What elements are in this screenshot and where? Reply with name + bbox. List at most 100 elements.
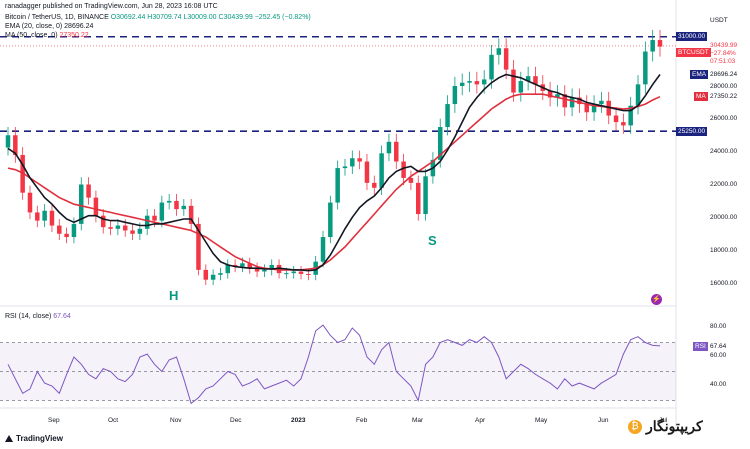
lightning-icon[interactable]: ⚡ (651, 294, 662, 305)
candle (372, 182, 377, 188)
ma-legend: MA (50, close, 0) 27350.22 (5, 31, 89, 40)
candle (13, 135, 18, 155)
time-label-oct: Oct (108, 417, 119, 424)
candle (437, 127, 443, 160)
ohlc-values: O30692.44 H30709.74 L30009.00 C30439.99 … (110, 14, 311, 21)
candle (42, 210, 47, 221)
ma-axis-tag: MA (694, 92, 708, 101)
candle (174, 200, 179, 210)
candle (416, 182, 421, 215)
time-label-dec: Dec (230, 417, 242, 424)
candle (144, 215, 150, 229)
ema-20-line (7, 73, 661, 272)
shoulder-annotation: S (428, 233, 437, 248)
candle (276, 264, 282, 274)
ma-axis-value: 27350.22 (710, 93, 738, 100)
candle (284, 273, 289, 275)
candle (481, 79, 487, 85)
tradingview-logo-text: TradingView (16, 434, 63, 443)
candle (577, 97, 582, 105)
last-price-value: 30439.99 (710, 42, 738, 49)
candle (394, 141, 399, 162)
rsi-legend: RSI (14, close) 67.64 (5, 312, 71, 321)
candle (108, 227, 113, 229)
rsi-axis-tag: RSI (693, 342, 708, 351)
candle (386, 141, 392, 154)
candle (401, 161, 406, 178)
candle (562, 94, 568, 108)
candle (137, 228, 143, 234)
price-tick-18000: 18000.00 (710, 247, 738, 254)
ma-legend-value: 27350.22 (59, 32, 89, 39)
candle (152, 215, 157, 221)
candle (210, 274, 216, 280)
candle (218, 273, 223, 275)
time-label-jul: Jul (659, 417, 668, 424)
time-label-2023: 2023 (291, 417, 306, 424)
candle (232, 264, 238, 267)
candle (298, 271, 304, 274)
candle (247, 263, 252, 269)
price-tick-22000: 22000.00 (710, 181, 738, 188)
price-tick-24000: 24000.00 (710, 148, 738, 155)
candle (57, 225, 62, 234)
candle (643, 51, 648, 85)
rsi-tick-40: 40.00 (710, 381, 727, 388)
candle (49, 210, 55, 226)
tradingview-logo[interactable]: TradingView (5, 434, 63, 443)
candle (613, 115, 619, 123)
candle (122, 225, 128, 231)
candle (599, 100, 604, 105)
candle (71, 223, 77, 238)
candle (93, 197, 99, 216)
candle (225, 264, 231, 274)
candle (320, 237, 326, 262)
candle (555, 94, 560, 98)
candle (188, 205, 194, 224)
last-price-symbol: BTCUSDT (676, 48, 711, 57)
candle (130, 230, 135, 234)
candle (474, 81, 480, 85)
candle (489, 54, 494, 80)
candle (459, 82, 465, 86)
candle (584, 104, 589, 113)
rsi-line (7, 324, 661, 405)
resistance-price-label: 31000.00 (676, 32, 708, 41)
price-tick-20000: 20000.00 (710, 214, 738, 221)
candle (591, 104, 597, 113)
candle (5, 135, 11, 148)
candle (342, 166, 348, 169)
candle (115, 225, 121, 229)
candle (635, 84, 641, 106)
candle (262, 269, 267, 272)
price-tick-16000: 16000.00 (710, 280, 738, 287)
candle (357, 158, 362, 162)
candle (452, 86, 458, 105)
candle (181, 205, 187, 210)
time-label-sep: Sep (48, 417, 60, 424)
candle (657, 40, 663, 47)
candle (533, 76, 538, 85)
ema-axis-value: 28696.24 (710, 71, 738, 78)
candle (254, 268, 260, 272)
candle (159, 202, 165, 221)
symbol-line: Bitcoin / TetherUS, 1D, BINANCE (5, 14, 109, 21)
candle (79, 184, 84, 224)
watermark-logo: ₿ کریپتونگار (628, 418, 703, 435)
bitcoin-icon: ₿ (628, 419, 642, 434)
candle (547, 90, 553, 98)
candle (350, 158, 355, 167)
rsi-tick-60: 60.00 (710, 352, 727, 359)
head-annotation: H (169, 288, 179, 303)
candle (86, 184, 91, 198)
ma-legend-label: MA (50, close, 0) (5, 32, 58, 39)
candle (606, 100, 611, 116)
candle (196, 223, 201, 270)
candle (423, 176, 428, 215)
candle (511, 69, 516, 93)
time-label-nov: Nov (170, 417, 182, 424)
author-line: ranadagger published on TradingView.com,… (5, 3, 218, 10)
rsi-tick-80: 80.00 (710, 323, 727, 330)
time-label-apr: Apr (475, 417, 486, 424)
